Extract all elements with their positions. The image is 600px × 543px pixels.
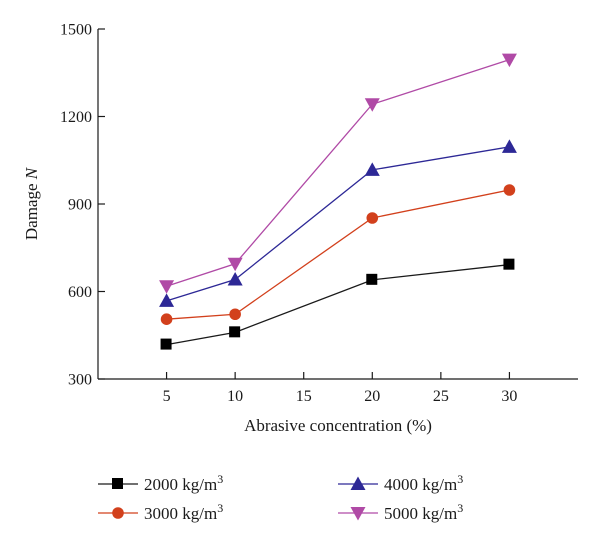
- series-line: [166, 59, 510, 287]
- legend-item: 2000 kg/m3: [98, 472, 223, 494]
- x-tick-label: 20: [364, 388, 380, 405]
- legend-marker: [350, 507, 366, 521]
- legend-label-text: 5000 kg/m: [384, 504, 457, 523]
- legend-label: 5000 kg/m3: [384, 501, 463, 523]
- data-point: [229, 326, 241, 338]
- data-point: [503, 184, 516, 196]
- data-point: [160, 338, 172, 350]
- y-tick-label: 900: [68, 197, 92, 214]
- series-4: [159, 53, 517, 294]
- y-axis-title-symbol: N: [22, 166, 41, 180]
- data-point: [501, 53, 517, 68]
- series-line: [166, 146, 510, 302]
- data-point: [159, 280, 175, 294]
- data-point: [227, 272, 243, 286]
- y-axis-title-main: Damage: [22, 179, 41, 240]
- y-tick-label: 1200: [60, 109, 92, 126]
- data-point: [364, 162, 380, 176]
- legend-item: 3000 kg/m3: [98, 501, 223, 523]
- data-point: [501, 139, 517, 153]
- legend-label-superscript: 3: [457, 501, 463, 515]
- data-point: [364, 98, 380, 112]
- legend-label: 2000 kg/m3: [144, 472, 223, 494]
- legend-label-superscript: 3: [457, 472, 463, 486]
- data-point: [503, 258, 515, 270]
- plot-area: [159, 53, 517, 350]
- legend-marker: [350, 476, 366, 490]
- data-point: [366, 273, 378, 285]
- legend-label-superscript: 3: [217, 501, 223, 515]
- y-tick-label: 600: [68, 284, 92, 301]
- legend-label-text: 3000 kg/m: [144, 504, 217, 523]
- series-line: [166, 264, 510, 346]
- legend-item: 4000 kg/m3: [338, 472, 463, 494]
- legend-label: 4000 kg/m3: [384, 472, 463, 494]
- x-tick-label: 30: [501, 388, 517, 405]
- legend-label: 3000 kg/m3: [144, 501, 223, 523]
- series-2: [160, 184, 516, 326]
- y-tick-label: 1500: [60, 22, 92, 39]
- legend-label-text: 4000 kg/m: [384, 475, 457, 494]
- series-1: [160, 258, 515, 350]
- series-line: [166, 189, 510, 320]
- data-point: [229, 308, 241, 321]
- x-axis-title: Abrasive concentration (%): [244, 416, 432, 435]
- x-tick-label: 5: [163, 388, 171, 405]
- legend-label-text: 2000 kg/m: [144, 475, 217, 494]
- x-tick-label: 25: [433, 388, 449, 405]
- y-axis-title: Damage N: [22, 166, 41, 240]
- legend-marker: [112, 507, 124, 519]
- axes: 300 600 900 1200 1500 5 10 15 20 25 30: [60, 22, 578, 405]
- data-point: [159, 293, 175, 307]
- data-point: [160, 313, 173, 326]
- legend-label-superscript: 3: [217, 472, 223, 486]
- data-point: [227, 257, 243, 272]
- legend-item: 5000 kg/m3: [338, 501, 463, 523]
- y-tick-label: 300: [68, 372, 92, 389]
- x-tick-label: 10: [227, 388, 243, 405]
- series-3: [159, 139, 517, 307]
- legend-marker: [112, 478, 123, 489]
- x-tick-label: 15: [296, 388, 312, 405]
- data-point: [366, 212, 379, 224]
